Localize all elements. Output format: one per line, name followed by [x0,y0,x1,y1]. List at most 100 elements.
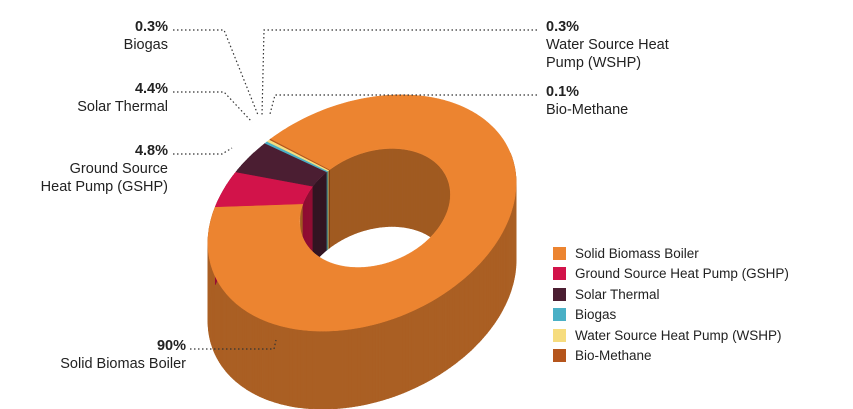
donut-side-segment-0 [442,292,446,374]
donut-side-segment-0 [369,324,374,404]
donut-side-segment-0 [431,299,435,380]
donut-side-segment-0 [402,313,407,394]
donut-side-segment-0 [330,330,334,409]
donut-side-segment-0 [457,281,461,363]
donut-side-segment-0 [360,326,365,406]
donut-side-segment-0 [366,325,371,405]
donut-side-segment-0 [464,275,468,357]
donut-side-segment-0 [468,271,472,353]
annotation-label: Ground Source [69,161,168,177]
donut-side-segment-0 [257,316,260,397]
donut-side-segment-0 [354,327,358,407]
donut-side-segment-0 [417,306,421,387]
donut-side-segment-0 [454,283,458,365]
leader-line-1 [173,91,253,123]
donut-side-segment-0 [473,267,476,349]
donut-side-segment-0 [378,321,383,402]
donut-side-segment-0 [381,320,386,401]
donut-side-segment-0 [292,328,296,408]
legend-label: Solid Biomass Boiler [575,245,699,261]
donut-side-segment-0 [405,312,410,393]
leader-line-3 [261,29,537,116]
legend-label: Bio-Methane [575,348,652,364]
legend-item: Water Source Heat Pump (WSHP) [553,325,789,346]
donut-side-segment-0 [336,330,340,409]
donut-side-segment-0 [351,328,355,408]
annotation-label: Pump (WSHP) [546,55,642,71]
donut-side-segment-0 [287,327,291,407]
donut-side-segment-0 [447,288,451,370]
donut-side-segment-0 [388,318,392,399]
donut-side-segment-0 [459,279,463,361]
donut-side-segment-0 [333,330,337,409]
donut-side-segment-0 [384,319,389,400]
donut-side-segment-0 [264,320,268,400]
donut-side-segment-0 [363,325,368,406]
donut-side-segment-0 [315,330,319,409]
legend-item: Bio-Methane [553,346,789,367]
annotation-label: Bio-Methane [546,102,629,118]
legend-swatch [553,287,566,301]
annotation-bio-methane: 0.1% Bio-Methane [546,83,628,119]
legend-item: Ground Source Heat Pump (GSHP) [553,264,789,285]
annotation-label: Water Source Heat [546,37,669,53]
donut-side-segment-0 [449,286,453,369]
donut-side-segment-0 [471,269,474,351]
donut-side-segment-0 [279,325,283,405]
donut-top-surface [207,94,517,332]
donut-side-segment-0 [297,329,302,409]
donut-side-segment-0 [284,326,288,406]
annotation-label: Solid Biomas Boiler [60,356,186,372]
annotation-pct: 4.4% [134,81,168,97]
leader-lines [173,29,537,350]
donut-side-segment-0 [436,295,441,377]
donut-side-segment-0 [246,310,250,392]
annotation-label: Solar Thermal [77,99,168,115]
donut-side-segment-0 [261,319,265,399]
donut-side-segment-0 [375,322,380,403]
donut-side-segment-0 [397,315,401,396]
donut-side-segment-0 [439,294,443,375]
donut-side-segment-0 [266,321,270,401]
annotation-pct: 4.8% [134,143,168,159]
donut-side-segment-0 [295,328,299,408]
annotation-pct: 0.3% [134,19,168,35]
legend-swatch [553,328,566,342]
leader-line-5 [190,339,277,350]
donut-side-segment-0 [306,330,310,409]
annotation-label: Heat Pump (GSHP) [40,179,168,195]
leader-line-0 [173,29,259,116]
legend-label: Ground Source Heat Pump (GSHP) [575,266,789,282]
donut-side-segment-0 [276,324,280,405]
donut-side-segment-0 [477,262,480,345]
donut-side-segment-0 [342,329,346,409]
annotation-pct: 90% [156,338,186,354]
annotation-label: Biogas [123,37,168,53]
donut-side-segment-0 [318,330,322,409]
annotation-solar-thermal: 4.4% Solar Thermal [77,80,168,116]
donut-side-segment-0 [254,315,258,396]
donut-side-segment-0 [452,285,456,367]
donut-side-segment-0 [357,327,361,407]
annotation-gshp: 4.8% Ground Source Heat Pump (GSHP) [41,142,168,196]
donut-side-segment-0 [303,329,307,409]
donut-side-segment-0 [309,330,313,409]
donut-side-segment-0 [268,321,272,402]
donut-side-segment-0 [423,303,427,385]
donut-side-segment-0 [289,327,293,407]
legend-label: Water Source Heat Pump (WSHP) [575,327,782,343]
legend-item: Solid Biomass Boiler [553,243,789,264]
donut-side-segment-0 [312,330,316,409]
donut-side-segment-0 [300,329,305,409]
donut-side-segment-0 [273,323,278,404]
donut-side-segment-0 [324,330,328,409]
donut-side-segment-0 [428,300,433,382]
legend-item: Solar Thermal [553,284,789,305]
legend-swatch [553,349,566,363]
donut-side-segment-0 [426,302,430,383]
donut-side-segment-0 [281,325,285,406]
donut-side-segment-0 [466,273,470,355]
legend-label: Solar Thermal [575,286,660,302]
donut-side-segment-0 [327,330,331,409]
